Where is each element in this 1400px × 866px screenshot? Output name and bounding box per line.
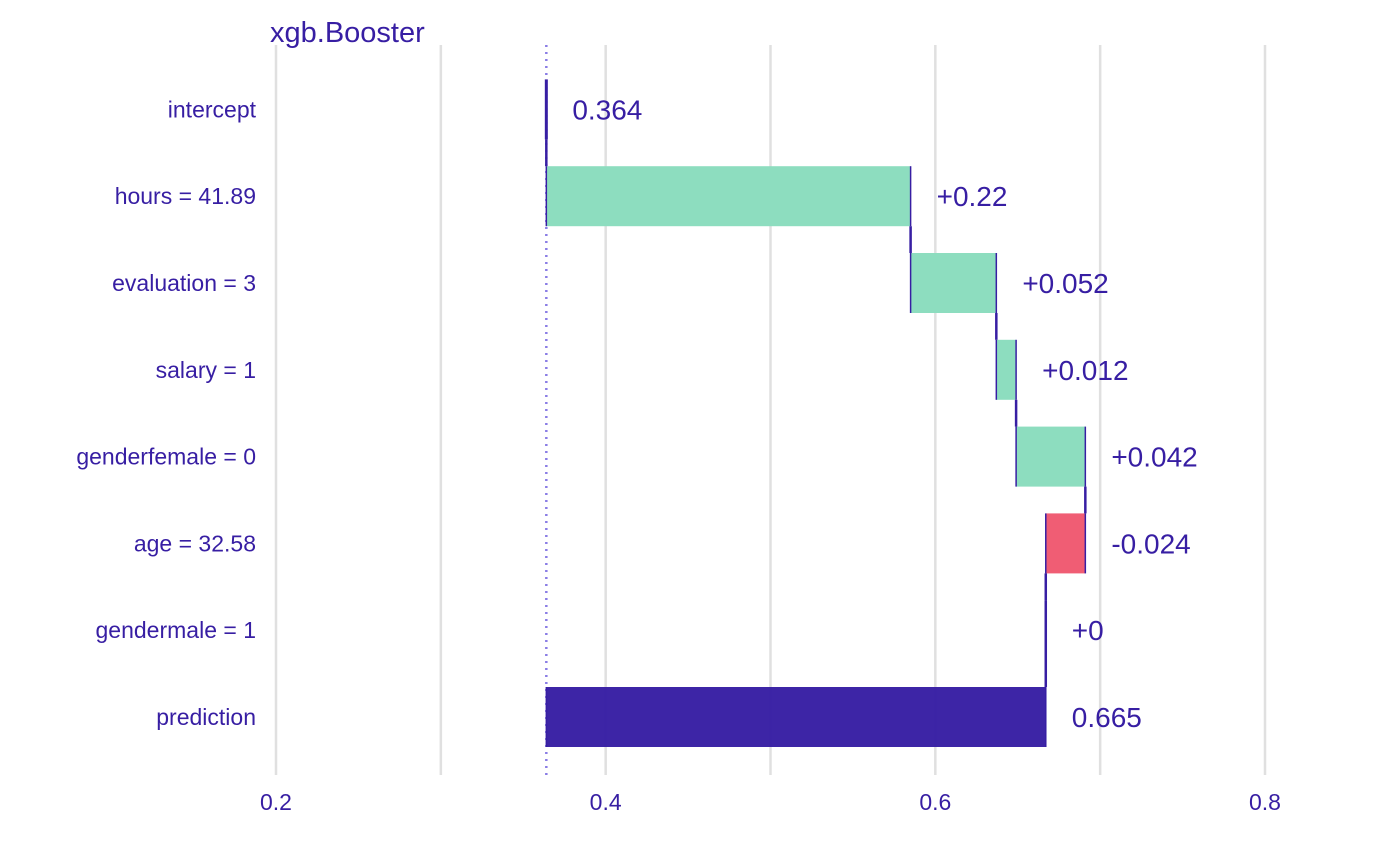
x-tick-label: 0.6 xyxy=(919,789,951,815)
bar-positive xyxy=(546,166,911,227)
data-label: +0.042 xyxy=(1111,442,1197,473)
category-label: genderfemale = 0 xyxy=(76,444,256,470)
connectors xyxy=(545,139,1087,687)
data-label: +0.012 xyxy=(1042,355,1128,386)
data-label: +0 xyxy=(1072,615,1104,646)
category-labels: intercept hours = 41.89 evaluation = 3 sala… xyxy=(76,96,256,730)
data-label: 0.665 xyxy=(1072,702,1142,733)
bar-prediction xyxy=(546,687,1046,747)
category-label: evaluation = 3 xyxy=(112,270,256,296)
x-axis-ticks: 0.2 0.4 0.6 0.8 xyxy=(260,789,1281,815)
category-label: intercept xyxy=(168,96,257,122)
bar-positive xyxy=(996,339,1017,400)
category-label: gendermale = 1 xyxy=(96,617,256,643)
bars xyxy=(544,79,1087,747)
data-label: +0.22 xyxy=(937,181,1008,212)
data-label: 0.364 xyxy=(572,94,642,125)
category-label: hours = 41.89 xyxy=(115,183,256,209)
data-labels: 0.364 +0.22 +0.052 +0.012 +0.042 -0.024 +0 0.66… xyxy=(572,94,1197,733)
x-tick-label: 0.8 xyxy=(1249,789,1281,815)
chart-title: xgb.Booster xyxy=(270,17,425,49)
bar-negative xyxy=(1045,513,1086,574)
grid-lines xyxy=(274,45,1267,775)
data-label: +0.052 xyxy=(1022,268,1108,299)
x-tick-label: 0.2 xyxy=(260,789,292,815)
category-label: salary = 1 xyxy=(156,357,256,383)
bar-positive xyxy=(910,253,997,313)
data-label: -0.024 xyxy=(1111,528,1190,559)
category-label: age = 32.58 xyxy=(134,530,256,556)
category-label: prediction xyxy=(156,704,256,730)
bar-positive xyxy=(1016,426,1086,487)
x-tick-label: 0.4 xyxy=(590,789,622,815)
